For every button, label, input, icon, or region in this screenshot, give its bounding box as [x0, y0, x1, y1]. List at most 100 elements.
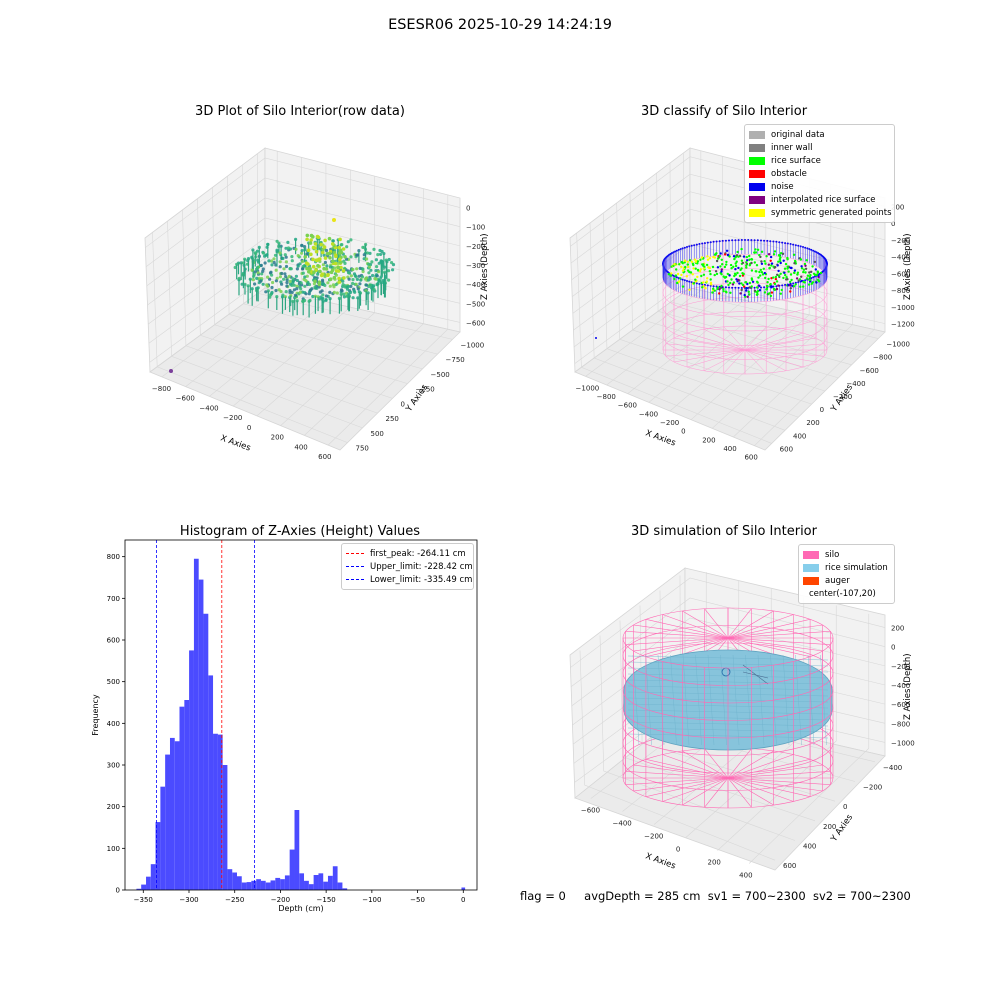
class-point — [748, 286, 751, 289]
point — [283, 272, 287, 276]
silo-spoke-top — [682, 610, 729, 639]
point — [286, 246, 291, 250]
class-point — [719, 265, 722, 268]
legend-label: first_peak: -264.11 cm — [370, 548, 466, 559]
histogram-chart: −350 −300 −250 −200 −150 −100 −50 0 0 100 200 300 4… — [91, 539, 478, 913]
class-point — [800, 275, 803, 278]
peak-point — [332, 275, 337, 280]
point — [284, 275, 288, 279]
legend-entry: original data — [749, 128, 889, 141]
point — [294, 237, 298, 241]
silo-spoke-top — [727, 637, 831, 645]
point — [292, 283, 296, 287]
class-point — [722, 290, 725, 293]
x-tick-label: −400 — [199, 404, 218, 412]
silo-spoke — [703, 328, 746, 351]
silo-spoke — [723, 326, 746, 351]
silo-spoke — [744, 349, 817, 363]
class-point — [728, 255, 731, 258]
point — [342, 292, 346, 296]
histogram-bar — [198, 579, 204, 890]
raw-plot-title: 3D Plot of Silo Interior(row data) — [195, 104, 405, 119]
class-point — [763, 271, 766, 275]
point — [339, 292, 343, 296]
class-point — [678, 280, 681, 283]
class-point — [735, 278, 738, 281]
point — [331, 239, 335, 243]
point — [301, 267, 305, 271]
point — [294, 274, 298, 278]
grid-line — [167, 221, 363, 429]
point — [278, 260, 282, 264]
point — [361, 267, 365, 271]
class-point — [769, 282, 772, 286]
point — [299, 287, 303, 291]
class-point — [761, 273, 765, 276]
x-tick-label: 200 — [271, 434, 284, 442]
histogram-bar — [179, 706, 185, 890]
point — [367, 271, 371, 275]
class-point — [785, 278, 788, 281]
z-tick-label: −800 — [891, 287, 910, 295]
class-point — [690, 260, 694, 263]
class-point — [716, 266, 720, 269]
grid-line — [146, 197, 461, 287]
legend-line-swatch — [346, 553, 364, 554]
legend-label: Lower_limit: -335.49 cm — [370, 574, 473, 585]
point — [364, 283, 369, 287]
z-tick-label: −1200 — [891, 321, 915, 329]
class-point — [686, 269, 690, 272]
class-point — [806, 274, 810, 277]
class-point — [760, 260, 763, 263]
histogram-bar — [256, 879, 261, 890]
point — [261, 267, 265, 271]
rice-surface-mesh — [782, 654, 790, 746]
class-point — [758, 253, 761, 257]
rice-surface-mesh — [820, 654, 827, 746]
peak-point — [320, 272, 325, 276]
point — [322, 253, 326, 257]
class-point — [808, 271, 811, 274]
class-point — [766, 281, 769, 284]
histogram-legend: first_peak: -264.11 cm Upper_limit: -228.… — [341, 543, 474, 590]
point — [356, 296, 360, 300]
legend-entry: inner wall — [749, 141, 889, 154]
class-point — [719, 286, 723, 289]
class-point — [678, 277, 682, 280]
class-point — [713, 273, 716, 277]
class-point — [762, 267, 765, 270]
rice-surface-mesh — [807, 654, 815, 746]
point — [278, 265, 282, 269]
y-tick-label: 250 — [386, 415, 399, 423]
class-point — [777, 284, 780, 287]
class-point — [817, 280, 821, 283]
class-point — [755, 264, 759, 267]
point — [364, 289, 368, 293]
point — [285, 284, 289, 288]
point — [246, 284, 250, 288]
histogram-bar — [337, 882, 343, 890]
silo-spoke — [665, 343, 746, 351]
peak-point — [339, 265, 343, 270]
grid-line — [182, 209, 378, 414]
histogram-bar — [165, 754, 170, 890]
point — [290, 290, 294, 294]
silo-spoke-top — [727, 637, 823, 652]
x-tick-label: −600 — [618, 402, 637, 410]
class-point — [732, 255, 736, 258]
class-point — [720, 270, 723, 273]
class-point — [730, 267, 733, 270]
rice-surface-mesh — [695, 654, 702, 746]
point — [303, 275, 307, 279]
peak-point — [319, 242, 323, 247]
peak-point — [314, 258, 319, 262]
point — [332, 290, 336, 294]
point — [288, 290, 292, 294]
class-point — [796, 271, 800, 274]
point — [321, 293, 325, 297]
z-tick-label: 0 — [466, 205, 470, 213]
point — [345, 245, 349, 249]
legend-label: Upper_limit: -228.42 cm — [370, 561, 473, 572]
x-tick-label: −600 — [581, 807, 600, 815]
